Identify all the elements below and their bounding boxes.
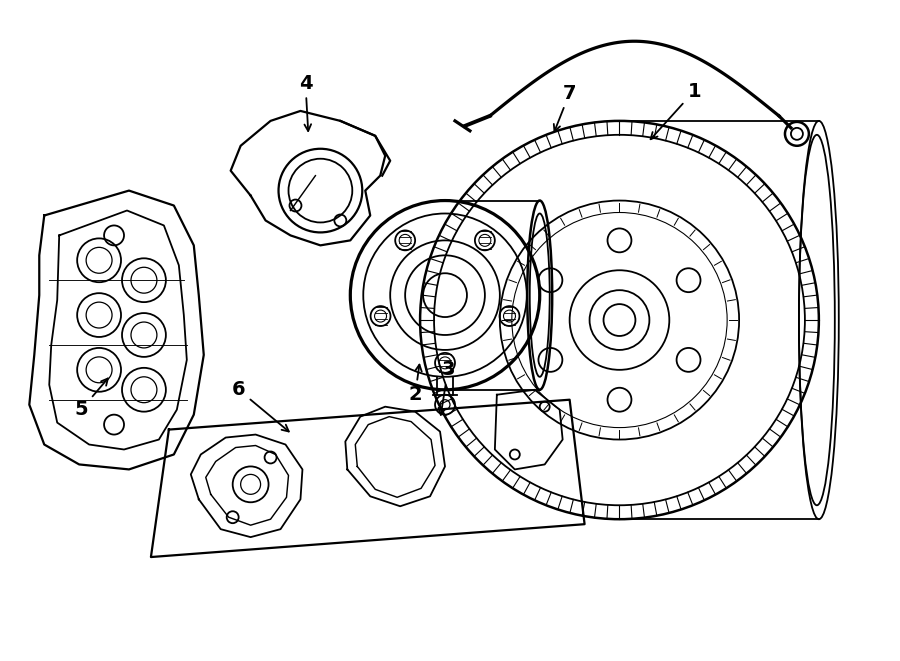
Text: 3: 3 bbox=[438, 360, 454, 415]
Text: 1: 1 bbox=[651, 81, 701, 139]
Text: 2: 2 bbox=[409, 365, 422, 405]
Text: 5: 5 bbox=[75, 379, 108, 419]
Text: 6: 6 bbox=[232, 380, 289, 432]
Text: 7: 7 bbox=[554, 83, 576, 132]
Text: 4: 4 bbox=[299, 73, 312, 131]
